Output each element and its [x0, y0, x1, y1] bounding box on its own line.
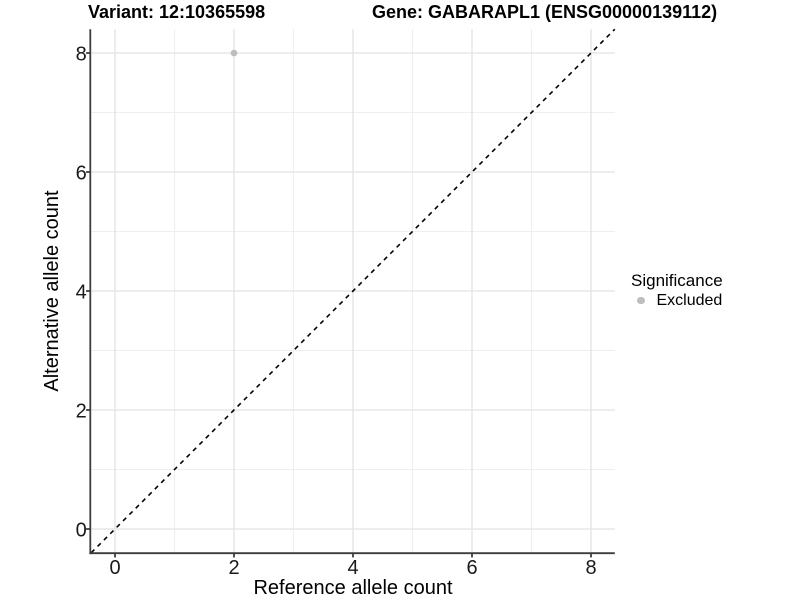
- y-tick-label: 8: [76, 43, 87, 65]
- x-axis-title: Reference allele count: [253, 577, 453, 599]
- legend-item-label: Excluded: [656, 292, 723, 309]
- y-tick-label: 6: [76, 162, 87, 184]
- x-tick-label: 6: [466, 557, 477, 579]
- plot-title-variant: Variant: 12:10365598: [88, 2, 266, 22]
- y-axis-title: Alternative allele count: [41, 190, 63, 392]
- data-point: [230, 49, 238, 57]
- y-tick-label: 2: [76, 400, 87, 422]
- x-tick-label: 0: [109, 557, 120, 579]
- x-tick-label: 8: [585, 557, 596, 579]
- x-tick-label: 4: [347, 557, 358, 579]
- excluded-point-icon: [637, 296, 645, 305]
- x-tick-label: 2: [228, 557, 239, 579]
- identity-line: [90, 28, 616, 554]
- y-tick-label: 4: [76, 281, 87, 303]
- legend-item-excluded: Excluded: [631, 291, 723, 310]
- y-tick-label: 0: [76, 519, 87, 541]
- legend: Significance Excluded: [631, 271, 723, 310]
- legend-title: Significance: [631, 271, 723, 290]
- plot-title-gene: Gene: GABARAPL1 (ENSG00000139112): [372, 2, 718, 22]
